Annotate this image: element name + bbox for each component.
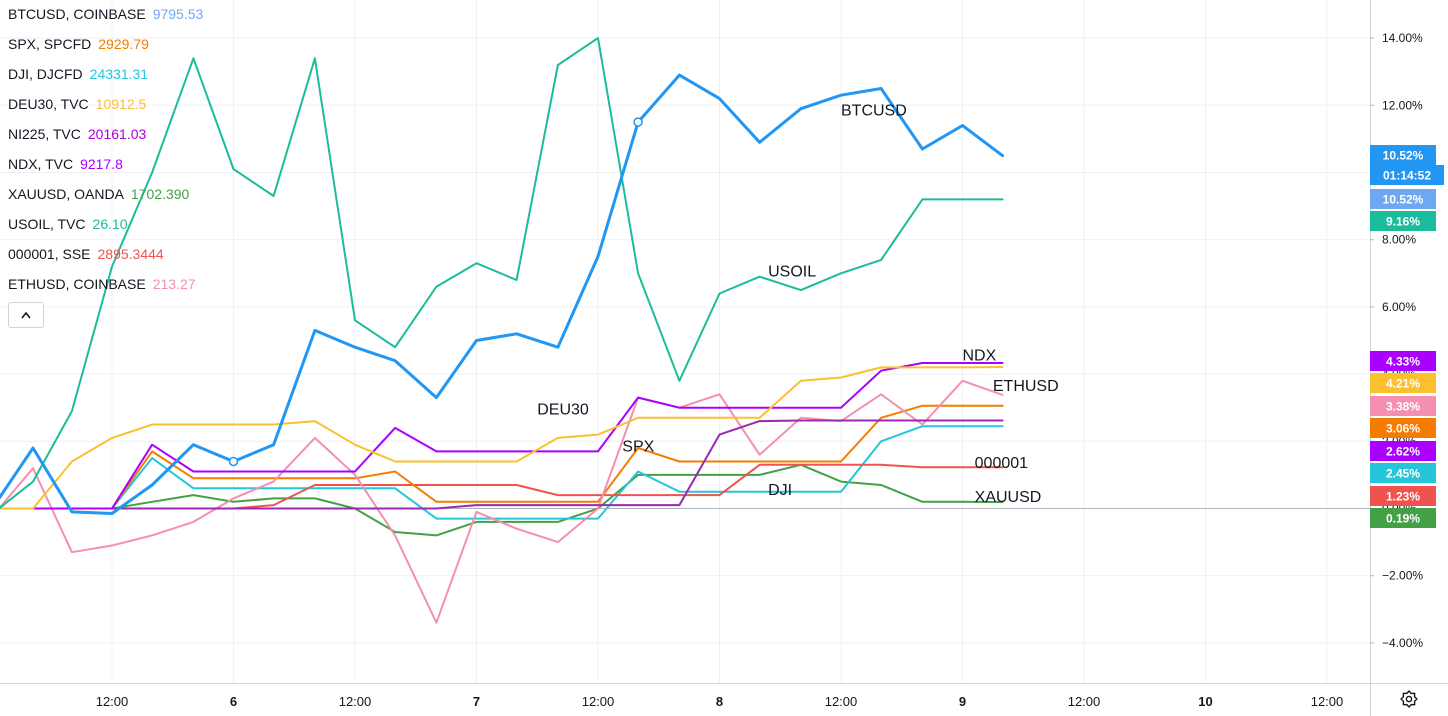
- legend-item[interactable]: XAUUSD, OANDA 1702.390: [8, 184, 203, 214]
- price-tag-label: 1.23%: [1386, 490, 1420, 504]
- x-tick-label: 12:00: [825, 694, 858, 709]
- gear-icon[interactable]: [1400, 690, 1418, 708]
- price-tag: [1370, 211, 1436, 231]
- legend-symbol: 000001, SSE: [8, 246, 91, 262]
- y-tick-label: −4.00%: [1382, 636, 1423, 650]
- series-label: XAUUSD: [975, 489, 1042, 506]
- price-tag: [1370, 486, 1436, 506]
- series-line-btcusd[interactable]: [0, 73, 1005, 515]
- x-tick-label: 9: [959, 694, 966, 709]
- legend-value: 9217.8: [80, 156, 123, 172]
- legend-symbol: NI225, TVC: [8, 126, 81, 142]
- legend-item[interactable]: NDX, TVC 9217.8: [8, 154, 203, 184]
- price-tag-label: 4.33%: [1386, 355, 1420, 369]
- series-label: BTCUSD: [841, 102, 907, 119]
- series-label: ETHUSD: [993, 378, 1059, 395]
- legend-symbol: XAUUSD, OANDA: [8, 186, 124, 202]
- legend-value: 26.10: [92, 216, 128, 232]
- price-tag-label: 2.45%: [1386, 467, 1420, 481]
- price-tag-label: 3.38%: [1386, 400, 1420, 414]
- legend-symbol: DEU30, TVC: [8, 96, 89, 112]
- legend-item[interactable]: SPX, SPCFD 2929.79: [8, 34, 203, 64]
- legend-item[interactable]: 000001, SSE 2895.3444: [8, 244, 203, 274]
- x-tick-label: 6: [230, 694, 237, 709]
- legend-value: 9795.53: [152, 6, 204, 22]
- price-tag-label: 0.19%: [1386, 512, 1420, 526]
- series-label: 000001: [975, 455, 1028, 472]
- chevron-up-icon: [21, 311, 31, 319]
- legend-value: 20161.03: [87, 126, 147, 142]
- y-tick-label: 14.00%: [1382, 31, 1423, 45]
- legend-symbol: DJI, DJCFD: [8, 66, 83, 82]
- price-tag: [1370, 508, 1436, 528]
- legend-symbol: USOIL, TVC: [8, 216, 86, 232]
- price-tag-label: 01:14:52: [1383, 169, 1431, 183]
- price-tag: [1370, 351, 1436, 371]
- legend-symbol: BTCUSD, COINBASE: [8, 6, 146, 22]
- price-tag: [1370, 373, 1436, 393]
- legend-item[interactable]: NI225, TVC 20161.03: [8, 124, 203, 154]
- price-tag: [1370, 189, 1436, 209]
- series-line-deu30[interactable]: [0, 366, 1004, 510]
- legend-item[interactable]: USOIL, TVC 26.10: [8, 214, 203, 244]
- price-tag-label: 10.52%: [1383, 149, 1424, 163]
- series-line-ndx[interactable]: [0, 362, 1004, 510]
- y-tick-label: 8.00%: [1382, 233, 1416, 247]
- legend-symbol: SPX, SPCFD: [8, 36, 92, 52]
- series-label: NDX: [963, 348, 997, 365]
- legend-value: 24331.31: [89, 66, 149, 82]
- x-tick-label: 12:00: [96, 694, 129, 709]
- series-line-usoil[interactable]: [0, 37, 1004, 509]
- legend-value: 2895.3444: [97, 246, 164, 262]
- legend-value: 10912.5: [95, 96, 147, 112]
- series-group: BTCUSD USOIL DEU30 NDX ETHUSD SPX 000001 DJI XAU…: [0, 37, 1059, 624]
- x-tick-label: 10: [1198, 694, 1212, 709]
- y-tick-label: −2.00%: [1382, 569, 1423, 583]
- price-tag: [1370, 418, 1436, 438]
- series-label: DEU30: [537, 401, 589, 418]
- y-tick-label: 12.00%: [1382, 98, 1423, 112]
- collapse-legend-button[interactable]: [8, 302, 44, 328]
- series-line-xauusd[interactable]: [0, 463, 1004, 537]
- series-label: DJI: [768, 482, 792, 499]
- legend-symbol: ETHUSD, COINBASE: [8, 276, 146, 292]
- x-tick-label: 12:00: [582, 694, 615, 709]
- legend-item[interactable]: ETHUSD, COINBASE 213.27: [8, 274, 203, 304]
- x-tick-label: 12:00: [339, 694, 372, 709]
- x-tick-label: 8: [716, 694, 723, 709]
- price-tag: [1370, 145, 1436, 165]
- series-label: SPX: [622, 438, 654, 455]
- series-line-ni225[interactable]: [0, 419, 1004, 510]
- gear-outline: [1400, 690, 1418, 708]
- price-tag: [1370, 396, 1436, 416]
- series-label: USOIL: [768, 264, 816, 281]
- y-tick-label: 6.00%: [1382, 300, 1416, 314]
- gear-hub: [1405, 695, 1413, 703]
- price-tag-label: 2.62%: [1386, 445, 1420, 459]
- price-tag-label: 3.06%: [1386, 422, 1420, 436]
- series-marker[interactable]: [228, 456, 239, 467]
- price-tag-label: 4.21%: [1386, 377, 1420, 391]
- price-tag-label: 9.16%: [1386, 215, 1420, 229]
- legend: BTCUSD, COINBASE 9795.53 SPX, SPCFD 2929.79…: [8, 4, 203, 304]
- legend-value: 2929.79: [98, 36, 149, 52]
- series-line-dji[interactable]: [0, 425, 1004, 520]
- legend-item[interactable]: DEU30, TVC 10912.5: [8, 94, 203, 124]
- x-tick-label: 7: [473, 694, 480, 709]
- legend-value: 213.27: [152, 276, 196, 292]
- legend-item[interactable]: DJI, DJCFD 24331.31: [8, 64, 203, 94]
- price-tag-label: 10.52%: [1383, 193, 1424, 207]
- x-tick-label: 12:00: [1068, 694, 1101, 709]
- series-marker[interactable]: [633, 117, 643, 127]
- price-tag: [1370, 463, 1436, 483]
- legend-symbol: NDX, TVC: [8, 156, 74, 172]
- legend-item[interactable]: BTCUSD, COINBASE 9795.53: [8, 4, 203, 34]
- price-tag: [1370, 165, 1444, 185]
- legend-value: 1702.390: [130, 186, 190, 202]
- series-line-spx[interactable]: [0, 404, 1004, 510]
- price-tag: [1370, 441, 1436, 461]
- x-tick-label: 12:00: [1311, 694, 1344, 709]
